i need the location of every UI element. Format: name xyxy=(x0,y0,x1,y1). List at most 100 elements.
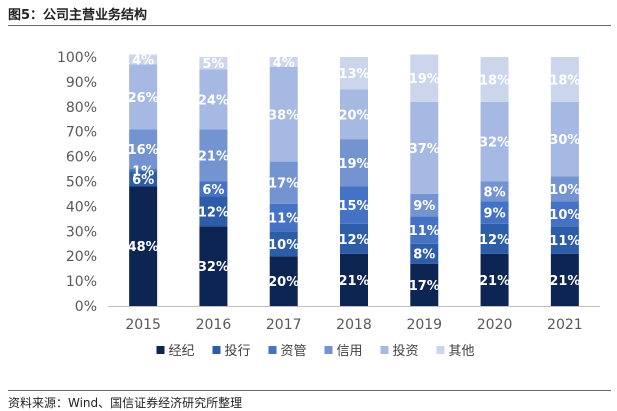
bar-segment xyxy=(410,193,439,217)
bar-segment xyxy=(340,253,368,306)
bar-segment xyxy=(480,181,509,202)
source-rule xyxy=(8,390,611,391)
bar-segment xyxy=(199,69,228,130)
data-label: 19% xyxy=(338,157,369,172)
bar-segment xyxy=(480,223,509,254)
data-label: 10% xyxy=(549,183,580,198)
bar-segment xyxy=(550,201,579,227)
y-tick-label: 70% xyxy=(66,125,97,141)
legend-swatch xyxy=(436,346,445,354)
data-label: 12% xyxy=(338,233,369,248)
y-tick-label: 10% xyxy=(66,274,97,290)
data-label: 20% xyxy=(268,275,299,290)
bar-segment xyxy=(550,101,579,177)
bar-segment xyxy=(199,181,228,197)
legend-entry: 经纪 xyxy=(169,344,195,359)
bar-segment xyxy=(129,171,158,187)
bar-segment xyxy=(129,129,158,170)
y-tick-label: 80% xyxy=(66,100,97,116)
data-label: 17% xyxy=(409,279,440,294)
x-tick-label: 2016 xyxy=(196,317,232,333)
data-label: 9% xyxy=(413,199,435,214)
data-label: 24% xyxy=(198,93,229,108)
bar-segment xyxy=(269,66,298,162)
legend-entry: 投行 xyxy=(225,343,251,359)
y-tick-label: 40% xyxy=(66,199,97,215)
bar-segment xyxy=(129,186,158,306)
data-label: 21% xyxy=(479,274,510,289)
data-label: 11% xyxy=(549,234,580,249)
data-label: 4% xyxy=(132,53,154,68)
segment-labels: 48%6%1%16%26%4%32%12%6%21%24%5%20%10%11%… xyxy=(128,53,581,293)
legend-swatch xyxy=(212,346,221,354)
data-label: 13% xyxy=(338,67,369,82)
bar-segment xyxy=(410,216,439,244)
y-tick-label: 60% xyxy=(66,150,97,166)
y-tick-label: 20% xyxy=(66,249,97,265)
x-tick-label: 2019 xyxy=(406,317,442,333)
data-label: 26% xyxy=(128,91,159,106)
data-label: 11% xyxy=(268,212,299,227)
data-label: 12% xyxy=(198,205,229,220)
data-label: 21% xyxy=(338,274,369,289)
source-note: 资料来源：Wind、国信证券经济研究所整理 xyxy=(8,396,243,410)
legend-swatch xyxy=(156,346,165,354)
bar-segment xyxy=(340,57,368,90)
legend-swatch xyxy=(324,346,333,354)
bar-segment xyxy=(129,169,158,172)
stacked-bar-chart: 0%10%20%30%40%50%60%70%80%90%100% 48%6%1… xyxy=(57,50,600,359)
data-label: 6% xyxy=(202,183,224,198)
data-label: 11% xyxy=(409,224,440,239)
data-label: 17% xyxy=(268,177,299,192)
data-label: 12% xyxy=(479,233,510,248)
data-label: 38% xyxy=(268,108,299,123)
bars xyxy=(129,54,579,306)
x-tick-label: 2017 xyxy=(266,317,302,333)
bar-segment xyxy=(269,256,298,306)
legend-entry: 投资 xyxy=(393,343,419,359)
data-label: 32% xyxy=(479,136,510,151)
data-label: 5% xyxy=(202,57,224,72)
legend-entry: 其他 xyxy=(449,344,475,359)
legend-entry: 信用 xyxy=(337,344,363,359)
bar-segment xyxy=(269,231,298,257)
data-label: 6% xyxy=(132,173,154,188)
x-tick-label: 2021 xyxy=(547,317,583,333)
y-tick-label: 30% xyxy=(66,224,97,240)
bar-segment xyxy=(410,263,439,306)
bar-segment xyxy=(340,139,368,187)
data-label: 16% xyxy=(128,143,159,158)
data-label: 21% xyxy=(549,274,580,289)
legend-entry: 资管 xyxy=(281,344,307,359)
bar-segment xyxy=(269,161,298,204)
bar-segment xyxy=(269,203,298,232)
x-tick-label: 2020 xyxy=(477,317,513,333)
bar-segment xyxy=(410,243,439,264)
bar-segment xyxy=(550,226,579,254)
figure-title: 图5：公司主营业务结构 xyxy=(8,8,148,23)
data-label: 30% xyxy=(549,133,580,148)
data-label: 18% xyxy=(479,73,510,88)
bar-segment xyxy=(199,129,228,182)
data-label: 8% xyxy=(484,185,506,200)
bar-segment xyxy=(340,223,368,254)
legend-swatch xyxy=(268,346,277,354)
y-tick-label: 90% xyxy=(66,75,97,91)
data-label: 10% xyxy=(549,208,580,223)
bar-segment xyxy=(480,201,509,224)
y-tick-label: 100% xyxy=(57,50,97,66)
bar-segment xyxy=(550,253,579,306)
bar-segment xyxy=(480,253,509,306)
y-axis: 0% 10% 20% 30% 40% 50% 60% 70% 80% 90% 100% xyxy=(57,50,97,315)
bar-segment xyxy=(269,57,298,67)
data-label: 32% xyxy=(198,260,229,275)
data-label: 48% xyxy=(128,240,159,255)
x-axis: 2015 2016 2017 2018 2019 2020 2021 xyxy=(108,306,600,333)
data-label: 8% xyxy=(413,248,435,263)
bar-segment xyxy=(199,226,228,306)
data-label: 1% xyxy=(132,164,154,179)
data-label: 18% xyxy=(549,73,580,88)
data-label: 4% xyxy=(273,56,295,71)
data-label: 37% xyxy=(409,142,440,157)
bar-segment xyxy=(129,64,158,130)
